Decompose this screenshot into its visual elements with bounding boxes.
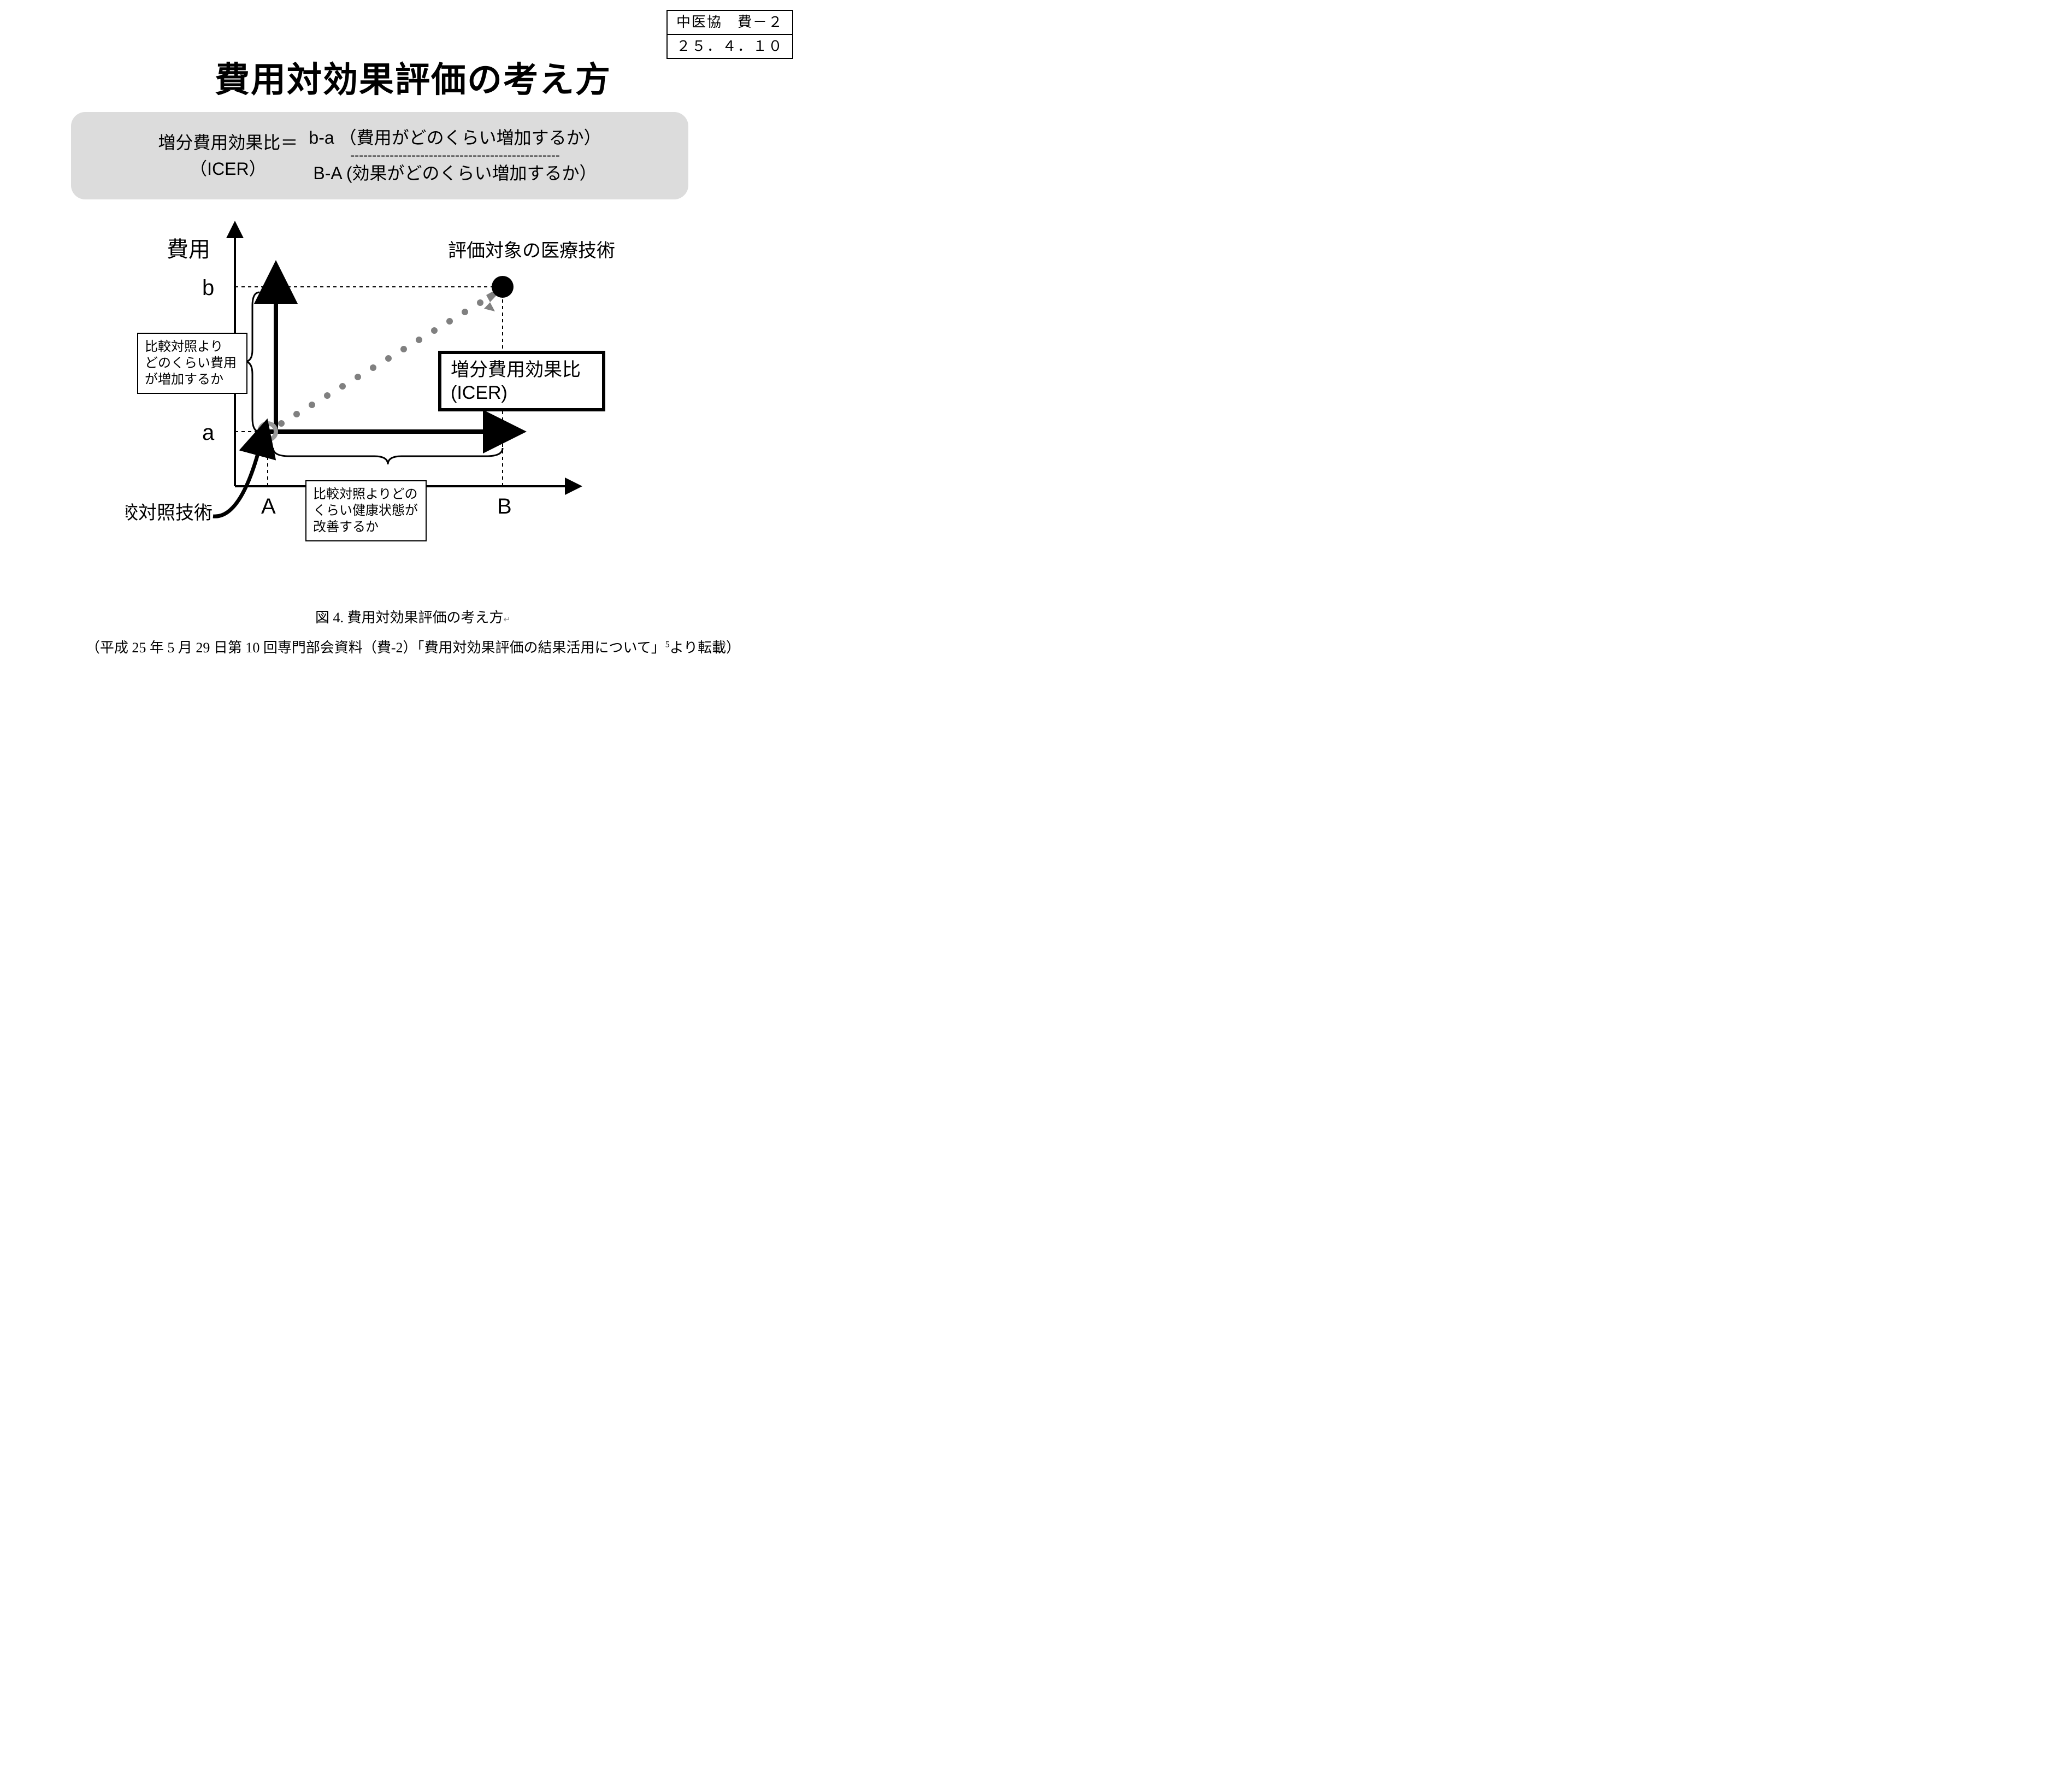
doc-id-line1: 中医協 費－２ <box>668 11 792 34</box>
icer-formula: 増分費用効果比＝ （ICER） b-a （費用がどのくらい増加するか） ----… <box>71 112 688 199</box>
point-target <box>492 276 514 298</box>
source-sup: 5 <box>665 640 670 649</box>
x-tick-A: A <box>261 494 276 518</box>
effect-label-l3: 改善するか <box>313 520 379 534</box>
y-tick-b: b <box>202 276 214 300</box>
effect-label-l1: 比較対照よりどの <box>313 487 418 502</box>
y-axis-label: 費用 <box>167 238 210 262</box>
cost-label-l3: が増加するか <box>145 372 223 387</box>
y-tick-a: a <box>202 421 215 445</box>
label-target: 評価対象の医療技術 <box>448 240 615 261</box>
page: 中医協 費－２ ２５．４．１０ 費用対効果評価の考え方 増分費用効果比＝ （IC… <box>0 0 826 717</box>
formula-numerator: b-a （費用がどのくらい増加するか） <box>309 126 601 150</box>
formula-fraction-line: ----------------------------------------… <box>350 150 560 162</box>
figure-source: （平成 25 年 5 月 29 日第 10 回専門部会資料（費-2）「費用対効果… <box>0 636 826 657</box>
formula-rhs: b-a （費用がどのくらい増加するか） --------------------… <box>309 126 601 185</box>
source-pre: （平成 25 年 5 月 29 日第 10 回専門部会資料（費-2）「費用対効果… <box>86 640 665 656</box>
effect-label-l2: くらい健康状態が <box>313 503 418 518</box>
icer-box-l1: 増分費用効果比 <box>451 359 581 380</box>
cost-label-l1: 比較対照より <box>145 339 223 354</box>
caption-return-icon: ↵ <box>504 615 511 624</box>
arrow-to-comparator <box>213 448 259 516</box>
formula-lhs: 増分費用効果比＝ （ICER） <box>158 129 309 182</box>
page-title: 費用対効果評価の考え方 <box>0 52 826 102</box>
icer-box-l2: (ICER) <box>451 382 508 403</box>
cost-label-l2: どのくらい費用 <box>145 356 237 370</box>
brace-effect <box>273 448 503 464</box>
formula-lhs-line2: （ICER） <box>190 159 266 179</box>
x-tick-B: B <box>497 494 512 518</box>
figure-caption: 図 4. 費用対効果評価の考え方↵ <box>0 606 826 627</box>
caption-text: 図 4. 費用対効果評価の考え方 <box>315 610 504 626</box>
icer-diagram: 比較対照より どのくらい費用 が増加するか 比較対照よりどの くらい健康状態が … <box>126 213 672 563</box>
formula-lhs-line1: 増分費用効果比＝ <box>158 133 298 152</box>
label-comparator: 比較対照技術 <box>126 503 213 523</box>
source-post: より転載） <box>670 640 740 656</box>
formula-denominator: B-A (効果がどのくらい増加するか） <box>313 162 597 185</box>
